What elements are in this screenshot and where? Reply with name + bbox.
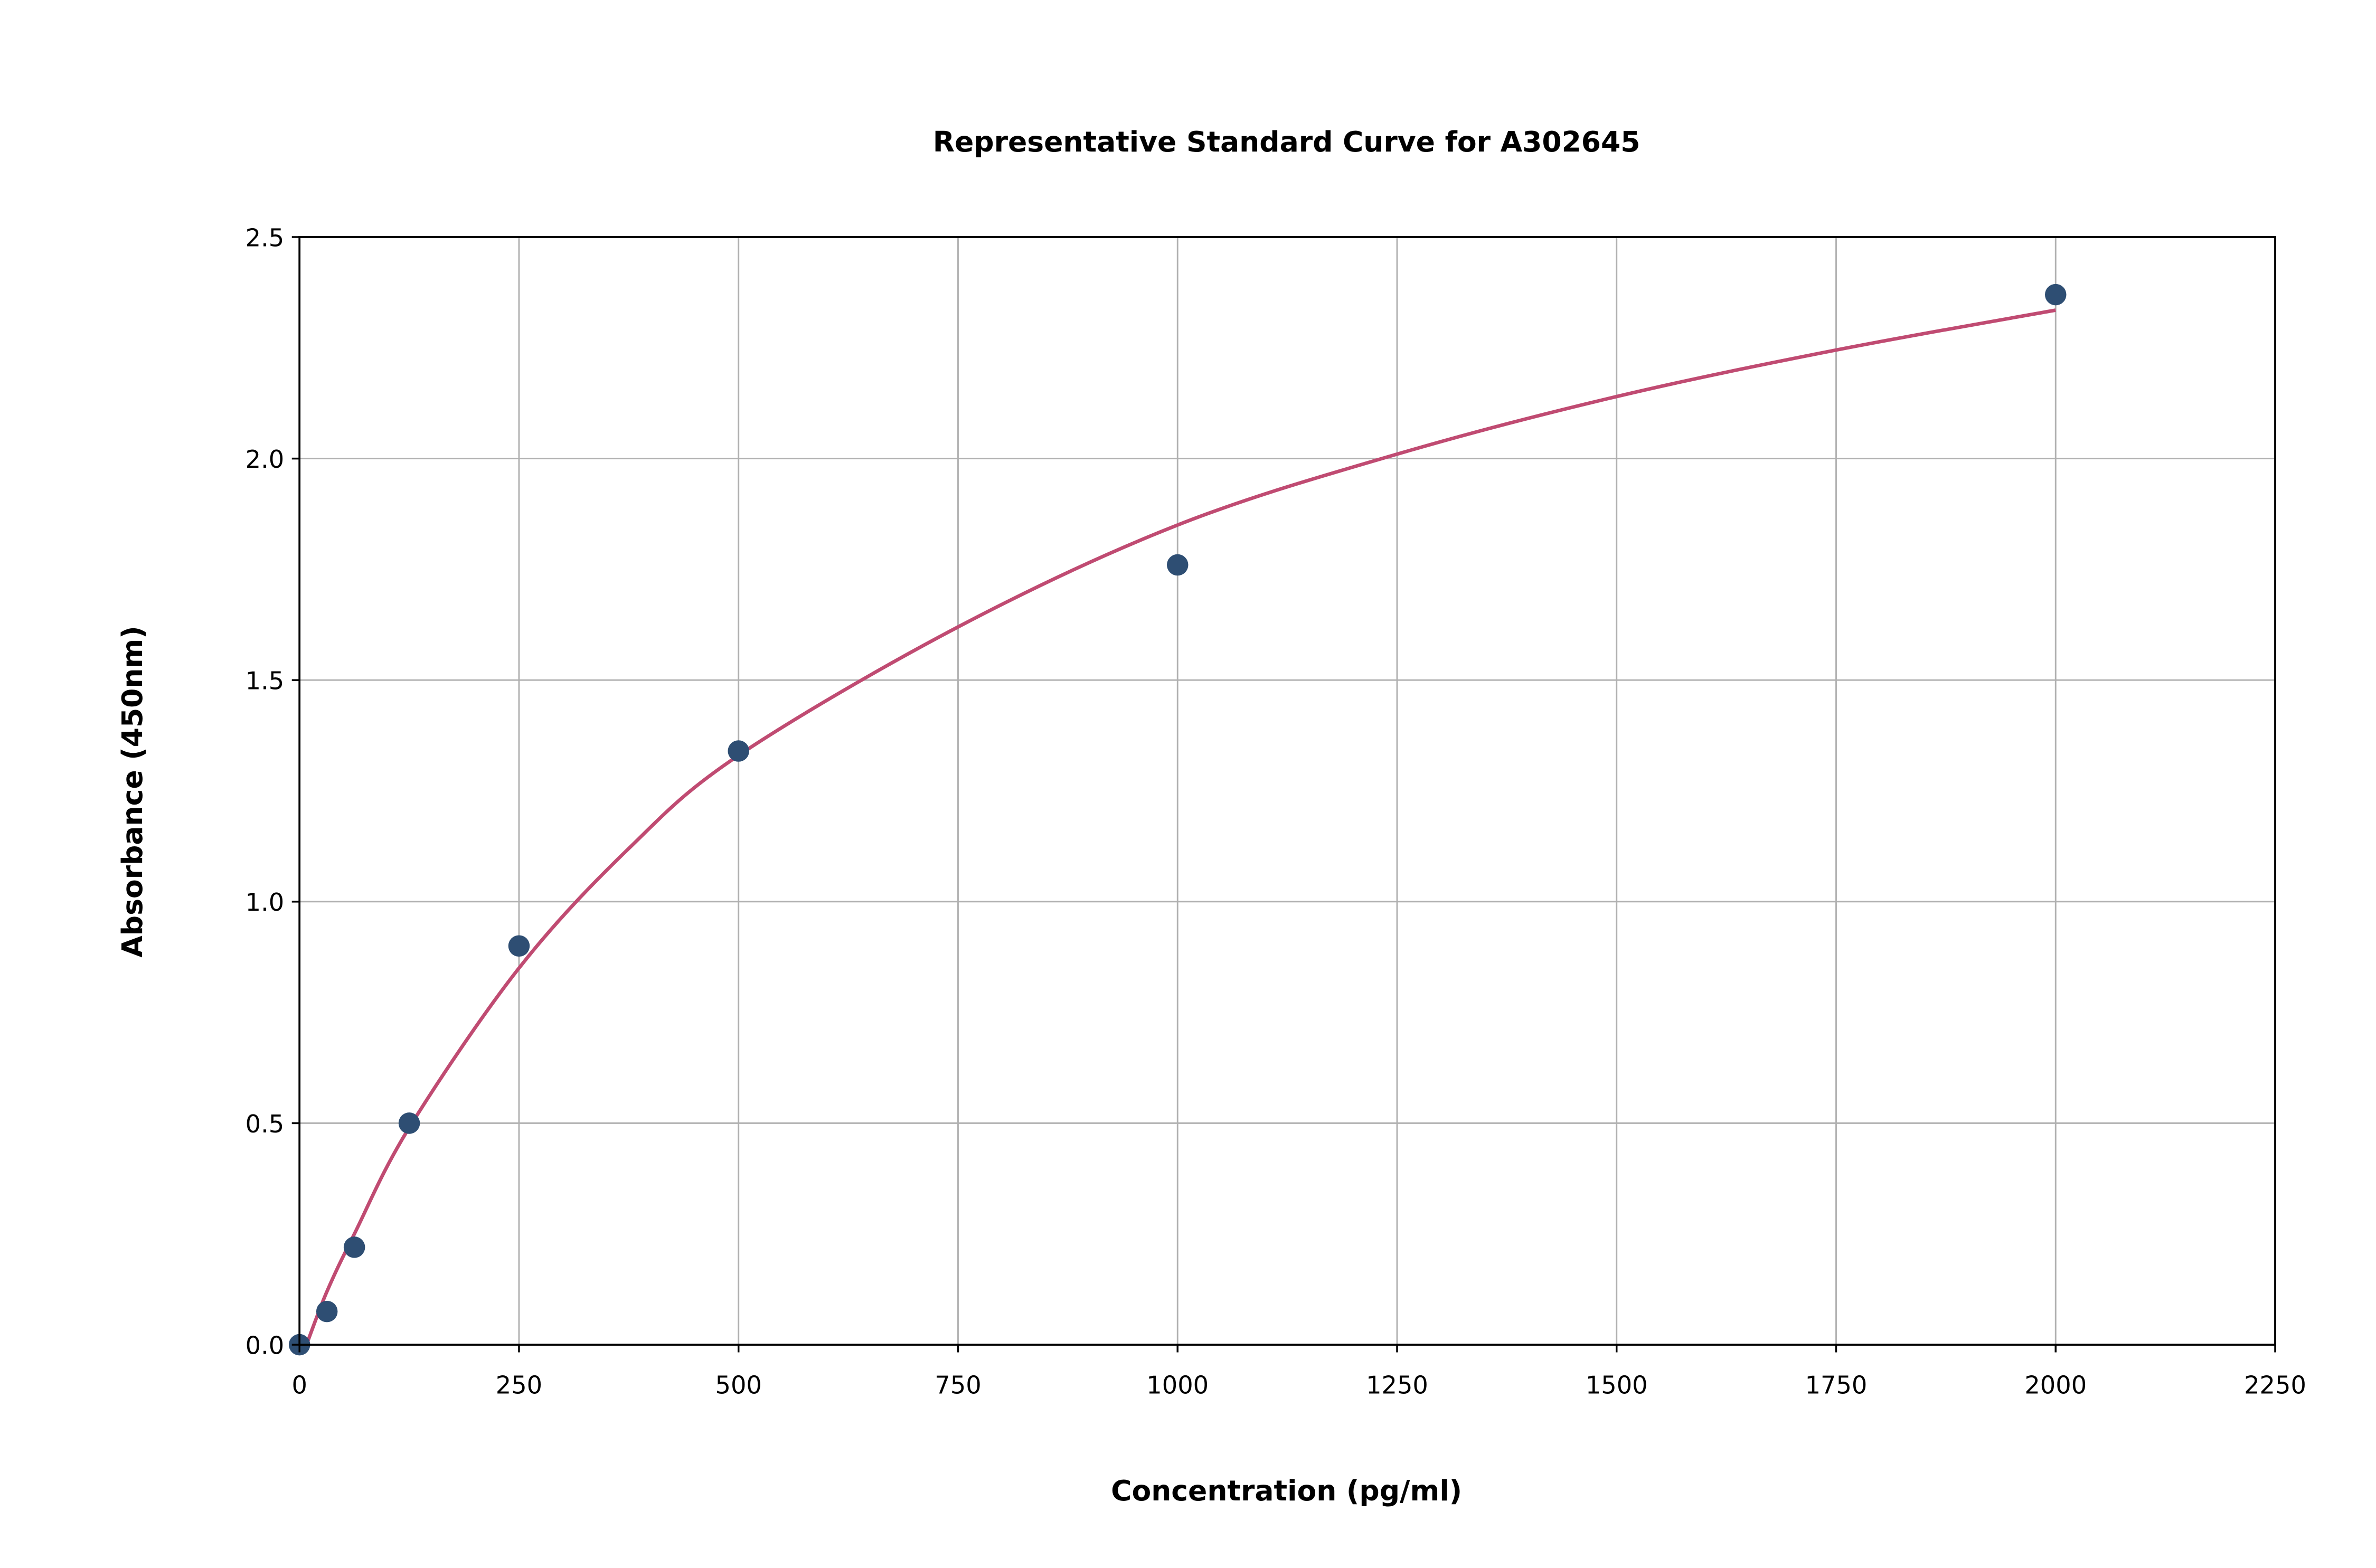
data-point bbox=[316, 1300, 338, 1323]
x-tick-label: 750 bbox=[935, 1371, 981, 1400]
x-tick-label: 2250 bbox=[2244, 1371, 2306, 1400]
y-tick-label: 0.5 bbox=[246, 1110, 285, 1138]
x-tick-label: 1500 bbox=[1586, 1371, 1648, 1400]
x-tick-label: 2000 bbox=[2024, 1371, 2087, 1400]
y-tick-label: 0.0 bbox=[246, 1331, 285, 1359]
x-tick-label: 500 bbox=[715, 1371, 762, 1400]
plot-frame bbox=[298, 236, 2276, 1346]
grid-lines bbox=[298, 236, 2276, 1346]
y-tick-label: 1.0 bbox=[246, 888, 285, 917]
x-tick-label: 1000 bbox=[1146, 1371, 1209, 1400]
data-points-group bbox=[288, 284, 2067, 1356]
y-tick-label: 2.5 bbox=[246, 223, 285, 252]
fit-curve-group bbox=[305, 308, 2056, 1346]
x-tick-label: 1750 bbox=[1805, 1371, 1868, 1400]
x-tick-label: 0 bbox=[291, 1371, 307, 1400]
y-tick-label: 1.5 bbox=[246, 667, 285, 695]
x-axis-ticks: 0 250 500 750 1000 1250 1500 1750 2000 2250 bbox=[291, 1345, 2306, 1400]
data-point bbox=[728, 740, 749, 762]
data-point bbox=[398, 1112, 420, 1134]
data-point bbox=[508, 935, 530, 957]
x-tick-label: 250 bbox=[496, 1371, 542, 1400]
x-axis-label: Concentration (pg/ml) bbox=[1111, 1474, 1462, 1507]
y-axis-ticks: 0.0 0.5 1.0 1.5 2.0 2.5 bbox=[246, 223, 300, 1359]
fit-curve bbox=[305, 308, 2056, 1346]
x-tick-label: 1250 bbox=[1366, 1371, 1428, 1400]
data-point bbox=[1166, 554, 1189, 576]
y-axis-label: Absorbance (450nm) bbox=[116, 626, 149, 957]
y-tick-label: 2.0 bbox=[246, 445, 285, 474]
data-point bbox=[2044, 284, 2067, 306]
data-point bbox=[343, 1236, 365, 1258]
chart-title: Representative Standard Curve for A30264… bbox=[933, 125, 1640, 158]
